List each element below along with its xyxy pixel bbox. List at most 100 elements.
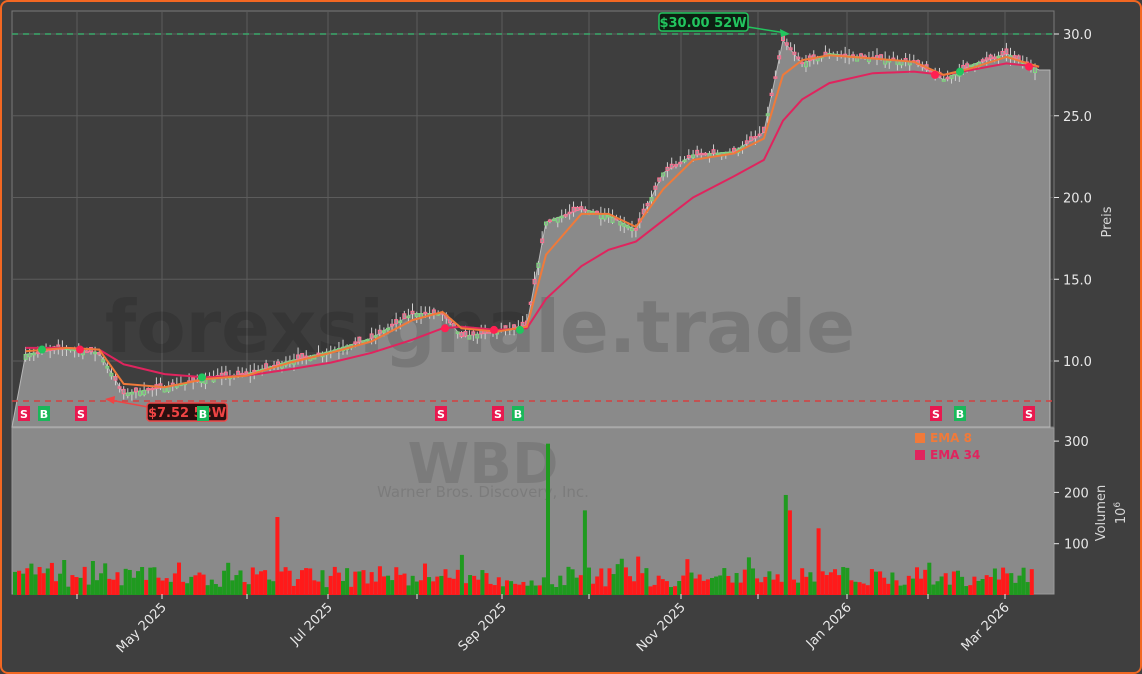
volume-bar [529,580,534,595]
volume-bar [808,572,813,595]
volume-bar [492,585,497,595]
volume-bar [751,568,755,595]
volume-bar [414,581,419,595]
volume-bar [632,581,637,595]
volume-bar [623,567,628,595]
volume-bar [193,575,198,595]
volume-bar [779,581,784,595]
volume-bar [332,566,337,595]
volume-bar [882,577,887,595]
signal-label: S [1025,408,1033,421]
volume-bar [435,576,440,595]
volume-bar [250,567,255,595]
price-tick-label: 30.0 [1063,28,1092,43]
volume-bar [943,573,948,595]
volume-bar [640,573,645,595]
volume-bar [398,574,403,595]
sell-signal-marker [75,406,87,421]
volume-bar [587,567,591,595]
volume-bar [300,570,304,595]
volume-bar [1001,567,1006,595]
volume-bar [336,572,341,595]
volume-bar [131,577,136,595]
volume-bar [628,576,632,595]
volume-bar [283,567,288,595]
volume-bar [402,573,407,595]
volume-bar [107,578,112,595]
volume-bar [496,577,501,595]
volume-bar [931,584,936,595]
volume-bar [714,576,719,595]
sell-signal-marker [18,406,30,421]
low-52w-label: $7.52 52W [148,406,226,421]
price-tick-label: 10.0 [1063,355,1092,370]
volume-bar [320,570,325,595]
volume-bar [915,567,919,595]
price-tick-label: 25.0 [1063,110,1092,125]
volume-bar [976,580,981,595]
signal-label: S [77,408,85,421]
x-tick-label: Nov 2025 [634,600,689,655]
volume-bar [783,494,788,595]
volume-bar [853,581,858,595]
volume-bar [418,580,423,595]
volume-bar [513,583,518,595]
volume-bar [607,568,612,595]
volume-bar [365,583,370,595]
volume-bar [968,585,973,595]
volume-bar [345,568,350,595]
volume-bar [230,580,235,595]
legend-ema34-swatch [915,450,925,460]
price-panel: forexsignale.trade $30.00 52W $7.52 52W … [11,10,1115,428]
volume-bar [767,571,772,595]
volume-bar [21,573,26,595]
volume-bar [218,586,222,595]
volume-bar [796,582,801,595]
volume-bar [886,583,891,595]
volume-bar [705,579,710,595]
volume-bar [74,577,79,595]
signal-label: S [437,408,445,421]
high-arrow-head [780,29,790,37]
volume-bar [755,578,760,595]
volume-bar [49,562,54,595]
crossover-markers [38,62,1033,382]
crossover-dot [198,373,206,382]
volume-bar [775,574,780,595]
volume-bar [316,581,321,595]
signal-label: B [199,408,207,421]
volume-bar [90,561,95,595]
volume-bar [468,575,473,595]
volume-bars [13,443,1034,595]
volume-bar [410,575,415,595]
volume-bar [127,569,132,595]
volume-bar [644,568,649,595]
volume-bar [111,579,116,595]
volume-bar [992,568,997,595]
buy-signal-marker [197,406,209,421]
x-tick-label: Jan 2026 [803,600,855,652]
volume-bar [86,584,91,595]
volume-bar [1009,573,1014,595]
volume-bar [386,575,391,595]
volume-bar [17,570,22,595]
volume-bar [525,585,530,595]
volume-bar [669,587,673,595]
crossover-dot [931,70,939,79]
volume-bar [746,557,751,595]
volume-bar [771,579,776,595]
volume-bar [431,581,436,595]
volume-bar [427,577,432,595]
volume-bar [1021,567,1026,595]
volume-bar [58,573,63,595]
volume-bar [865,585,870,595]
volume-bar [554,587,559,595]
volume-bar [660,579,665,595]
signal-label: S [20,408,28,421]
volume-bar [144,579,149,595]
volume-bar [267,579,272,595]
volume-bar [804,576,809,595]
volume-bar [787,510,792,595]
volume-bar [45,568,50,595]
